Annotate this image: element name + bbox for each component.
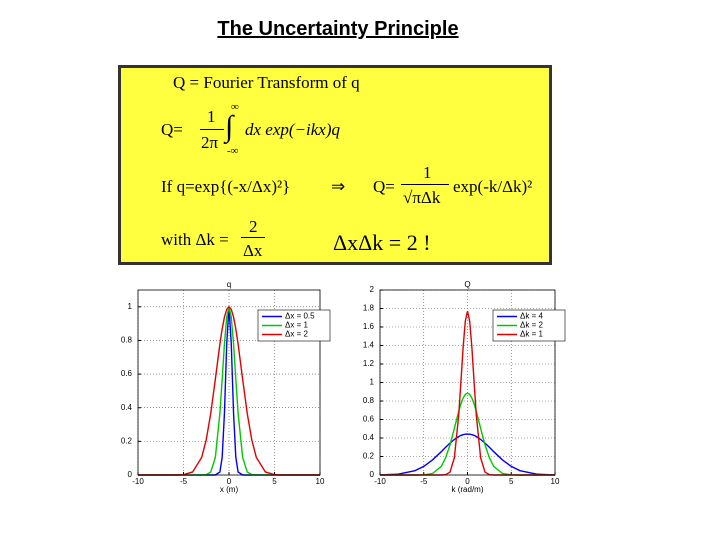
x-tick-label: 10 bbox=[551, 477, 560, 486]
series-line bbox=[379, 433, 556, 476]
formula-text: √πΔk bbox=[403, 188, 441, 207]
legend-label: Δx = 2 bbox=[285, 330, 308, 339]
fraction-line bbox=[241, 237, 265, 238]
legend-label: Δk = 1 bbox=[520, 330, 543, 339]
y-tick-label: 1.2 bbox=[363, 359, 375, 368]
x-axis-label: x (m) bbox=[220, 485, 239, 494]
axes-frame bbox=[137, 289, 321, 476]
x-axis-label: k (rad/m) bbox=[452, 485, 484, 494]
chart-title: q bbox=[227, 280, 231, 289]
formula-text: -∞ bbox=[227, 145, 239, 157]
y-tick-label: 0.8 bbox=[363, 396, 375, 405]
formula-text: Q= bbox=[373, 177, 395, 196]
formula-text: Δx bbox=[243, 241, 263, 260]
formula-text: Q= bbox=[161, 120, 183, 139]
formula-box: Q = Fourier Transform of q Q= 1 2π ∞ ∫ -… bbox=[118, 65, 552, 265]
x-tick-label: 0 bbox=[227, 477, 232, 486]
x-tick-label: 5 bbox=[272, 477, 277, 486]
formula-text: Q = Fourier Transform of q bbox=[173, 73, 360, 92]
y-tick-label: 1 bbox=[370, 378, 375, 387]
y-tick-label: 1.8 bbox=[363, 304, 375, 313]
x-tick-label: -5 bbox=[180, 477, 188, 486]
x-tick-label: 0 bbox=[465, 477, 470, 486]
y-tick-label: 1 bbox=[128, 302, 133, 311]
y-tick-label: 1.4 bbox=[363, 341, 375, 350]
series-line bbox=[138, 305, 320, 476]
formula-text: dx exp(−ikx)q bbox=[245, 120, 340, 139]
slide-title: The Uncertainty Principle bbox=[217, 18, 459, 40]
y-tick-label: 0 bbox=[128, 470, 133, 479]
x-tick-label: -5 bbox=[420, 477, 428, 486]
formula-text: with Δk = bbox=[161, 230, 229, 249]
series-line bbox=[380, 392, 555, 476]
legend-label: Δx = 0.5 bbox=[285, 312, 315, 321]
formula-text: exp(-k/Δk)² bbox=[453, 177, 533, 196]
formula-text: 2π bbox=[201, 133, 219, 152]
y-tick-label: 0.4 bbox=[121, 403, 133, 412]
formula-text: ΔxΔk = 2 ! bbox=[333, 230, 431, 255]
fraction-line bbox=[401, 184, 449, 185]
x-tick-label: -10 bbox=[132, 477, 144, 486]
formula-text: If q=exp{(-x/Δx)²} bbox=[161, 177, 291, 196]
x-tick-label: 10 bbox=[316, 477, 325, 486]
x-tick-label: -10 bbox=[374, 477, 386, 486]
x-tick-label: 5 bbox=[509, 477, 514, 486]
y-tick-label: 0 bbox=[370, 470, 375, 479]
legend-label: Δx = 1 bbox=[285, 321, 308, 330]
y-tick-label: 1.6 bbox=[363, 322, 375, 331]
y-tick-label: 0.6 bbox=[363, 415, 375, 424]
formula-text: ⇒ bbox=[331, 177, 346, 196]
formula-text: 1 bbox=[423, 163, 432, 182]
y-tick-label: 0.6 bbox=[121, 369, 133, 378]
y-tick-label: 2 bbox=[370, 285, 375, 294]
legend-label: Δk = 2 bbox=[520, 321, 543, 330]
formula-text: ∞ bbox=[231, 101, 239, 113]
formula-text: 1 bbox=[207, 107, 216, 126]
formula-text: 2 bbox=[249, 217, 258, 236]
y-tick-label: 0.2 bbox=[121, 436, 133, 445]
y-tick-label: 0.2 bbox=[363, 452, 375, 461]
axes-frame bbox=[379, 289, 556, 476]
fraction-line bbox=[200, 129, 224, 130]
y-tick-label: 0.8 bbox=[121, 336, 133, 345]
chart-title: Q bbox=[464, 280, 470, 289]
formula-text: ∫ bbox=[225, 110, 234, 143]
legend-label: Δk = 4 bbox=[520, 312, 543, 321]
y-tick-label: 0.4 bbox=[363, 433, 375, 442]
